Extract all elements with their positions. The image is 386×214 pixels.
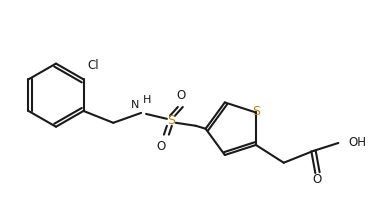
Text: S: S [167,114,175,127]
Text: H: H [143,95,151,105]
Text: O: O [156,140,166,153]
Text: S: S [252,105,260,118]
Text: N: N [131,100,139,110]
Text: O: O [176,89,185,102]
Text: OH: OH [348,137,366,150]
Text: Cl: Cl [88,59,99,73]
Text: O: O [313,173,322,186]
